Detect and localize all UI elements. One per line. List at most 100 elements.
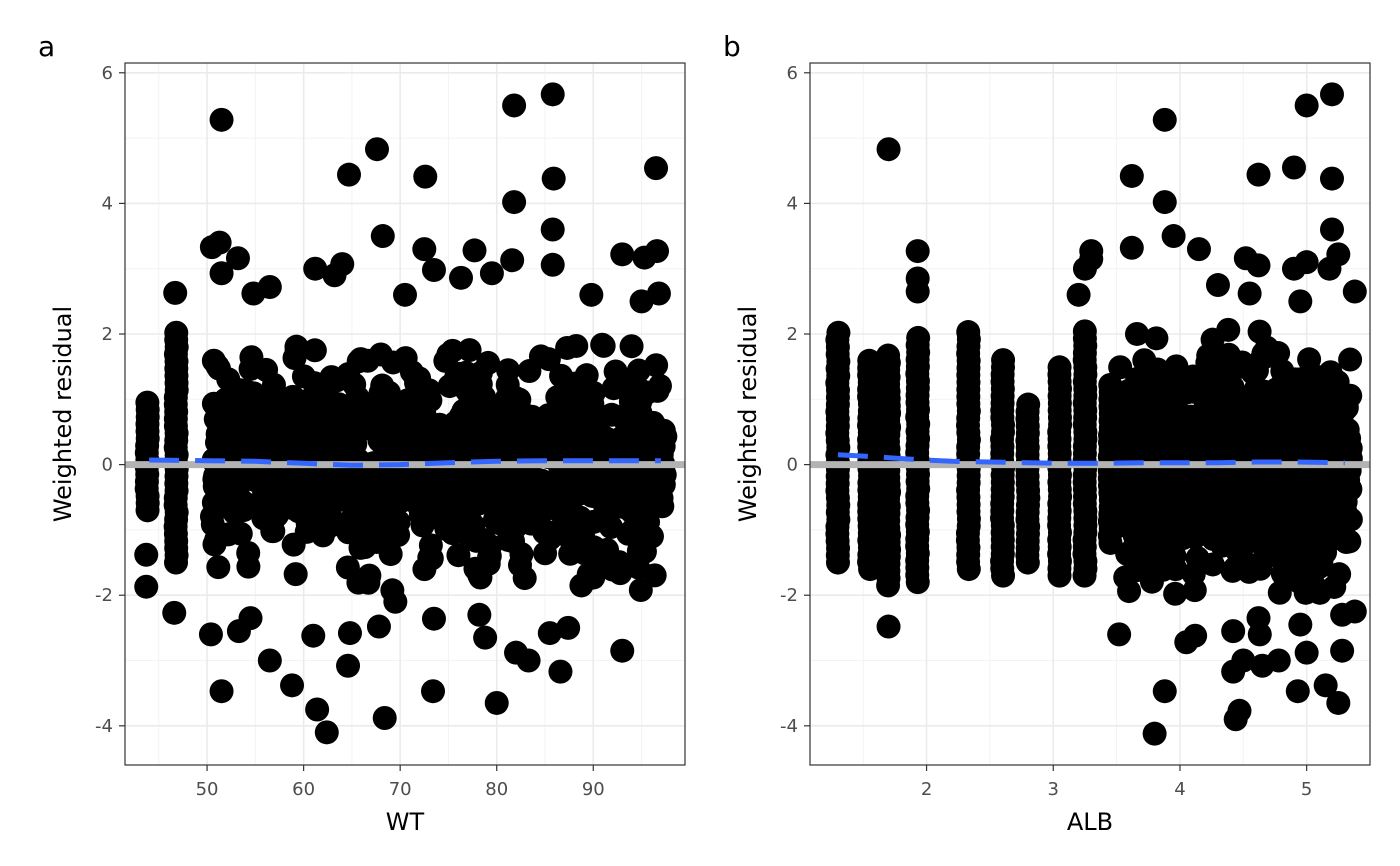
y-tick-label: 2 bbox=[102, 324, 113, 345]
x-tick-label: 3 bbox=[1048, 779, 1059, 800]
data-point bbox=[1308, 466, 1333, 491]
data-point bbox=[1294, 640, 1319, 665]
data-point bbox=[527, 468, 552, 493]
data-point bbox=[1288, 289, 1313, 314]
data-point bbox=[1212, 405, 1237, 430]
data-point bbox=[1266, 648, 1291, 673]
data-point bbox=[500, 248, 525, 273]
data-point bbox=[216, 367, 241, 392]
data-point bbox=[1322, 574, 1347, 599]
data-point bbox=[336, 653, 361, 678]
data-point bbox=[1342, 279, 1367, 304]
data-point bbox=[1246, 253, 1271, 278]
data-point bbox=[457, 338, 482, 363]
y-tick-label: 6 bbox=[787, 63, 798, 84]
data-point bbox=[1247, 622, 1272, 647]
data-point bbox=[1230, 350, 1255, 375]
data-point bbox=[1224, 497, 1249, 522]
data-point bbox=[413, 164, 438, 189]
data-point bbox=[1285, 679, 1310, 704]
data-point bbox=[1161, 420, 1186, 445]
data-point bbox=[1200, 552, 1225, 577]
data-point bbox=[1184, 473, 1209, 498]
data-point bbox=[1281, 155, 1306, 180]
x-tick-label: 5 bbox=[1301, 779, 1312, 800]
y-axis: -4 -2 0 2 4 6 bbox=[780, 63, 810, 737]
data-point bbox=[648, 469, 673, 494]
data-point bbox=[484, 690, 509, 715]
data-point bbox=[1237, 518, 1262, 543]
data-point bbox=[650, 494, 675, 519]
data-point bbox=[1237, 281, 1262, 306]
data-point bbox=[1247, 396, 1272, 421]
data-point bbox=[540, 217, 565, 242]
data-point bbox=[1208, 435, 1233, 460]
data-point bbox=[434, 517, 459, 542]
data-point bbox=[576, 562, 601, 587]
data-point bbox=[563, 371, 588, 396]
data-point bbox=[238, 356, 263, 381]
data-point bbox=[1161, 224, 1186, 249]
data-point bbox=[282, 346, 307, 371]
data-point bbox=[462, 238, 487, 263]
data-point bbox=[473, 625, 498, 650]
data-point bbox=[444, 365, 469, 390]
data-point bbox=[393, 282, 417, 307]
data-point bbox=[368, 342, 393, 367]
data-point bbox=[519, 511, 544, 536]
data-point bbox=[991, 348, 1016, 373]
data-point bbox=[1108, 355, 1133, 380]
data-point bbox=[1284, 474, 1309, 499]
data-point bbox=[1118, 474, 1143, 499]
data-point bbox=[357, 563, 382, 588]
smooth-trend-line bbox=[837, 452, 1345, 466]
data-point bbox=[327, 481, 352, 506]
data-point bbox=[236, 413, 261, 438]
data-point bbox=[645, 239, 669, 264]
data-point bbox=[1197, 371, 1222, 396]
x-tick-label: 50 bbox=[196, 779, 219, 800]
data-point bbox=[478, 534, 503, 559]
data-point bbox=[365, 137, 389, 162]
data-point bbox=[591, 333, 616, 358]
data-point bbox=[199, 504, 224, 529]
x-tick-label: 70 bbox=[389, 779, 412, 800]
panel-tag: b bbox=[723, 30, 741, 63]
data-point bbox=[164, 320, 189, 345]
data-point bbox=[502, 190, 527, 215]
data-point bbox=[324, 393, 349, 418]
data-point bbox=[399, 465, 424, 490]
data-point bbox=[213, 387, 238, 412]
data-point bbox=[1152, 190, 1177, 215]
data-point bbox=[344, 520, 369, 545]
data-point bbox=[257, 648, 282, 673]
data-point bbox=[533, 541, 558, 566]
data-point bbox=[646, 281, 671, 306]
y-tick-label: 0 bbox=[787, 455, 798, 476]
data-point bbox=[1152, 679, 1177, 704]
data-point bbox=[209, 261, 234, 286]
data-point bbox=[644, 353, 669, 378]
data-point bbox=[579, 282, 604, 307]
data-point bbox=[527, 411, 552, 436]
data-point bbox=[1098, 372, 1123, 397]
data-point bbox=[876, 343, 901, 368]
data-point bbox=[468, 360, 493, 385]
data-point bbox=[1119, 235, 1144, 260]
data-point bbox=[216, 480, 241, 505]
panel-b: 2 3 4 5 -4 -2 0 2 4 6 ALB Weighted residual b bbox=[723, 30, 1371, 836]
data-point bbox=[540, 82, 565, 107]
data-point bbox=[1272, 391, 1297, 416]
points bbox=[825, 82, 1367, 746]
data-point bbox=[1047, 355, 1072, 380]
data-point bbox=[616, 521, 641, 546]
data-point bbox=[370, 373, 395, 398]
data-point bbox=[440, 338, 465, 363]
y-tick-label: 0 bbox=[102, 455, 113, 476]
data-point bbox=[412, 237, 437, 262]
data-point bbox=[421, 258, 446, 283]
data-point bbox=[1319, 82, 1344, 107]
data-point bbox=[416, 500, 441, 525]
data-point bbox=[1267, 580, 1292, 605]
data-point bbox=[1183, 623, 1208, 648]
